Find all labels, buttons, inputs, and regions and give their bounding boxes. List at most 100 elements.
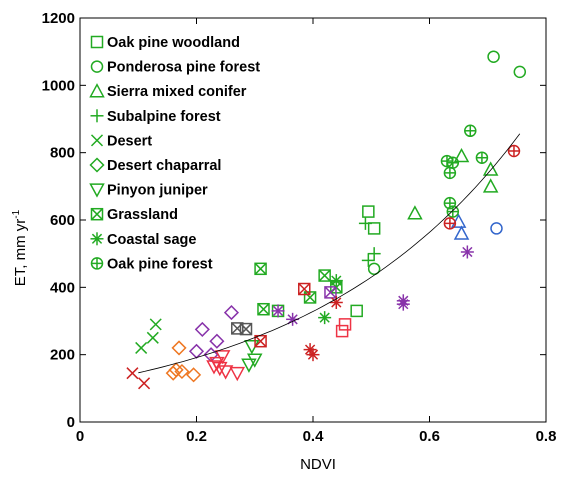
trend-line-layer <box>138 133 521 374</box>
data-point-x <box>138 377 151 390</box>
data-point-circle-plus <box>446 156 460 170</box>
data-point-square-x <box>318 269 331 282</box>
legend-entry: Ponderosa pine forest <box>90 60 260 76</box>
data-point-triangle-down <box>241 358 257 373</box>
legend-entry: Oak pine forest <box>90 256 213 272</box>
data-point-diamond <box>223 305 240 321</box>
data-point-circle-plus <box>475 151 489 164</box>
legend-entry: Desert chaparral <box>89 157 221 174</box>
trend-line <box>138 133 521 374</box>
y-tick-label: 800 <box>50 145 75 162</box>
legend-entry: Subalpine forest <box>90 109 221 125</box>
data-point-triangle-up <box>482 178 499 193</box>
data-point-triangle-down <box>246 353 263 368</box>
data-point-circle-plus <box>443 166 457 180</box>
legend-label: Coastal sage <box>107 232 196 248</box>
legend-marker-square <box>90 35 104 49</box>
legend-marker-plus <box>90 109 104 123</box>
data-point-star <box>329 295 343 309</box>
data-point-square <box>367 222 381 235</box>
legend-label: Pinyon juniper <box>107 183 208 199</box>
data-point-circle <box>513 65 527 79</box>
legend-marker-star <box>90 232 104 246</box>
y-tick-label: 1200 <box>42 10 75 27</box>
data-point-star <box>329 274 343 288</box>
data-point-square-x <box>257 302 270 316</box>
y-tick-label: 600 <box>50 212 75 229</box>
data-point-star <box>306 348 320 362</box>
legend-label: Sierra mixed conifer <box>107 84 247 100</box>
y-axis-label-superscript: -1 <box>11 209 22 218</box>
x-tick-label: 0.8 <box>536 428 557 445</box>
y-tick-label: 400 <box>50 279 75 296</box>
data-point-circle-plus <box>464 124 477 138</box>
data-point-circle-plus <box>507 144 521 158</box>
legend-label: Desert chaparral <box>107 158 221 174</box>
data-point-square-x <box>298 282 311 296</box>
data-point-diamond <box>186 367 202 383</box>
x-axis-label: NDVI <box>300 456 336 473</box>
legend-marker-diamond <box>89 157 105 173</box>
x-tick-label: 0.2 <box>186 428 207 445</box>
legend-entry: Desert <box>90 133 152 149</box>
data-point-circle <box>490 222 503 235</box>
data-point-triangle-down <box>206 360 222 375</box>
legend-label: Ponderosa pine forest <box>107 60 260 76</box>
legend-label: Grassland <box>107 207 178 223</box>
data-point-square-x <box>239 322 253 336</box>
legend-marker-triangle-up <box>89 83 105 98</box>
data-point-plus <box>367 247 381 261</box>
data-point-circle-plus <box>443 196 457 210</box>
data-point-circle-plus <box>443 217 457 230</box>
data-point-star <box>318 311 332 325</box>
x-tick-label: 0 <box>76 428 84 445</box>
legend: Oak pine woodland Ponderosa pine forest Si… <box>89 35 260 272</box>
data-point-triangle-up <box>407 205 423 220</box>
data-point-triangle-down <box>214 350 231 365</box>
data-point-triangle-down <box>229 366 246 382</box>
data-point-diamond <box>194 321 210 337</box>
y-tick-label: 200 <box>50 347 75 364</box>
data-point-plus <box>358 216 372 230</box>
plot-area <box>126 50 527 390</box>
legend-entry: Oak pine woodland <box>90 35 240 51</box>
legend-entry: Sierra mixed conifer <box>89 83 247 100</box>
data-point-plus <box>361 253 375 267</box>
y-tick-label: 1000 <box>42 77 75 94</box>
data-point-diamond <box>165 365 181 381</box>
legend-label: Oak pine forest <box>107 256 213 272</box>
data-point-x <box>126 367 139 380</box>
x-tick-label: 0.6 <box>419 428 440 445</box>
legend-label: Oak pine woodland <box>107 35 240 51</box>
data-point-square-x <box>254 262 267 276</box>
data-point-square <box>350 304 363 318</box>
legend-marker-square-x <box>90 207 104 221</box>
axes: 0 0.2 0.4 0.6 0.8 0 200 400 600 800 1000 1200 <box>42 10 557 445</box>
data-point-star <box>271 304 285 318</box>
data-point-circle <box>367 262 381 276</box>
data-point-triangle-up <box>482 161 499 176</box>
data-point-square <box>335 324 349 338</box>
data-point-star <box>460 245 474 259</box>
data-point-triangle-up <box>453 225 470 240</box>
legend-marker-x <box>90 134 104 147</box>
data-point-diamond <box>209 333 225 349</box>
data-point-diamond <box>171 340 187 356</box>
legend-label: Subalpine forest <box>107 109 221 125</box>
x-tick-label: 0.4 <box>303 428 325 445</box>
data-point-star <box>396 297 410 311</box>
legend-marker-triangle-down <box>89 183 105 198</box>
data-point-diamond <box>174 363 190 380</box>
data-point-triangle-up <box>453 147 470 163</box>
data-point-x <box>149 318 162 331</box>
legend-label: Desert <box>107 133 152 149</box>
data-point-square <box>362 205 375 218</box>
legend-entry: Pinyon juniper <box>89 183 208 199</box>
data-point-triangle-down <box>217 365 234 380</box>
y-axis-label: ET, mm yr-1 <box>11 209 29 286</box>
data-point-square <box>338 318 352 331</box>
data-point-x <box>135 341 148 354</box>
legend-entry: Grassland <box>90 207 178 223</box>
y-tick-label: 0 <box>67 414 75 431</box>
